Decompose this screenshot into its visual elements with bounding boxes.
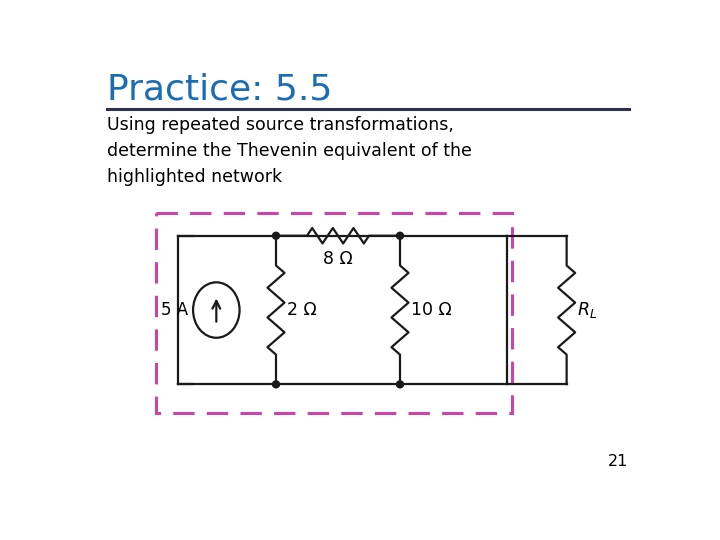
Circle shape xyxy=(272,381,279,388)
Text: Practice: 5.5: Practice: 5.5 xyxy=(107,72,333,106)
Text: 8 Ω: 8 Ω xyxy=(323,249,353,268)
Text: 5 A: 5 A xyxy=(161,301,189,319)
Text: Using repeated source transformations,
determine the Thevenin equivalent of the
: Using repeated source transformations, d… xyxy=(107,117,472,186)
Ellipse shape xyxy=(193,282,240,338)
Text: $R_L$: $R_L$ xyxy=(577,300,598,320)
Circle shape xyxy=(272,232,279,239)
Circle shape xyxy=(397,232,403,239)
Circle shape xyxy=(397,381,403,388)
Text: 10 Ω: 10 Ω xyxy=(411,301,451,319)
Text: 21: 21 xyxy=(608,454,629,469)
Text: 2 Ω: 2 Ω xyxy=(287,301,317,319)
